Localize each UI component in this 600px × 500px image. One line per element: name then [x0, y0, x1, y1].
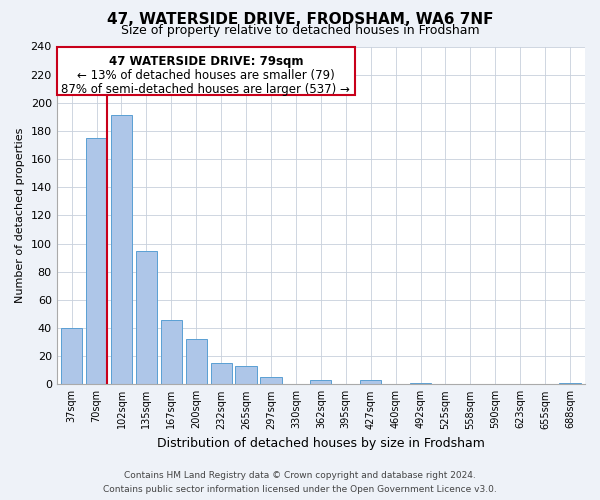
Text: 87% of semi-detached houses are larger (537) →: 87% of semi-detached houses are larger (…	[61, 83, 350, 96]
Text: Contains HM Land Registry data © Crown copyright and database right 2024.
Contai: Contains HM Land Registry data © Crown c…	[103, 472, 497, 494]
Bar	[161, 320, 182, 384]
Bar	[410, 383, 431, 384]
Bar	[260, 378, 281, 384]
Y-axis label: Number of detached properties: Number of detached properties	[15, 128, 25, 303]
Bar	[211, 363, 232, 384]
Bar	[61, 328, 82, 384]
FancyBboxPatch shape	[56, 46, 355, 96]
Bar	[360, 380, 381, 384]
X-axis label: Distribution of detached houses by size in Frodsham: Distribution of detached houses by size …	[157, 437, 485, 450]
Bar	[111, 116, 132, 384]
Text: ← 13% of detached houses are smaller (79): ← 13% of detached houses are smaller (79…	[77, 70, 335, 82]
Text: Size of property relative to detached houses in Frodsham: Size of property relative to detached ho…	[121, 24, 479, 37]
Bar	[86, 138, 107, 384]
Text: 47 WATERSIDE DRIVE: 79sqm: 47 WATERSIDE DRIVE: 79sqm	[109, 55, 303, 68]
Bar	[310, 380, 331, 384]
Bar	[559, 383, 581, 384]
Bar	[185, 340, 207, 384]
Text: 47, WATERSIDE DRIVE, FRODSHAM, WA6 7NF: 47, WATERSIDE DRIVE, FRODSHAM, WA6 7NF	[107, 12, 493, 28]
Bar	[136, 250, 157, 384]
Bar	[235, 366, 257, 384]
